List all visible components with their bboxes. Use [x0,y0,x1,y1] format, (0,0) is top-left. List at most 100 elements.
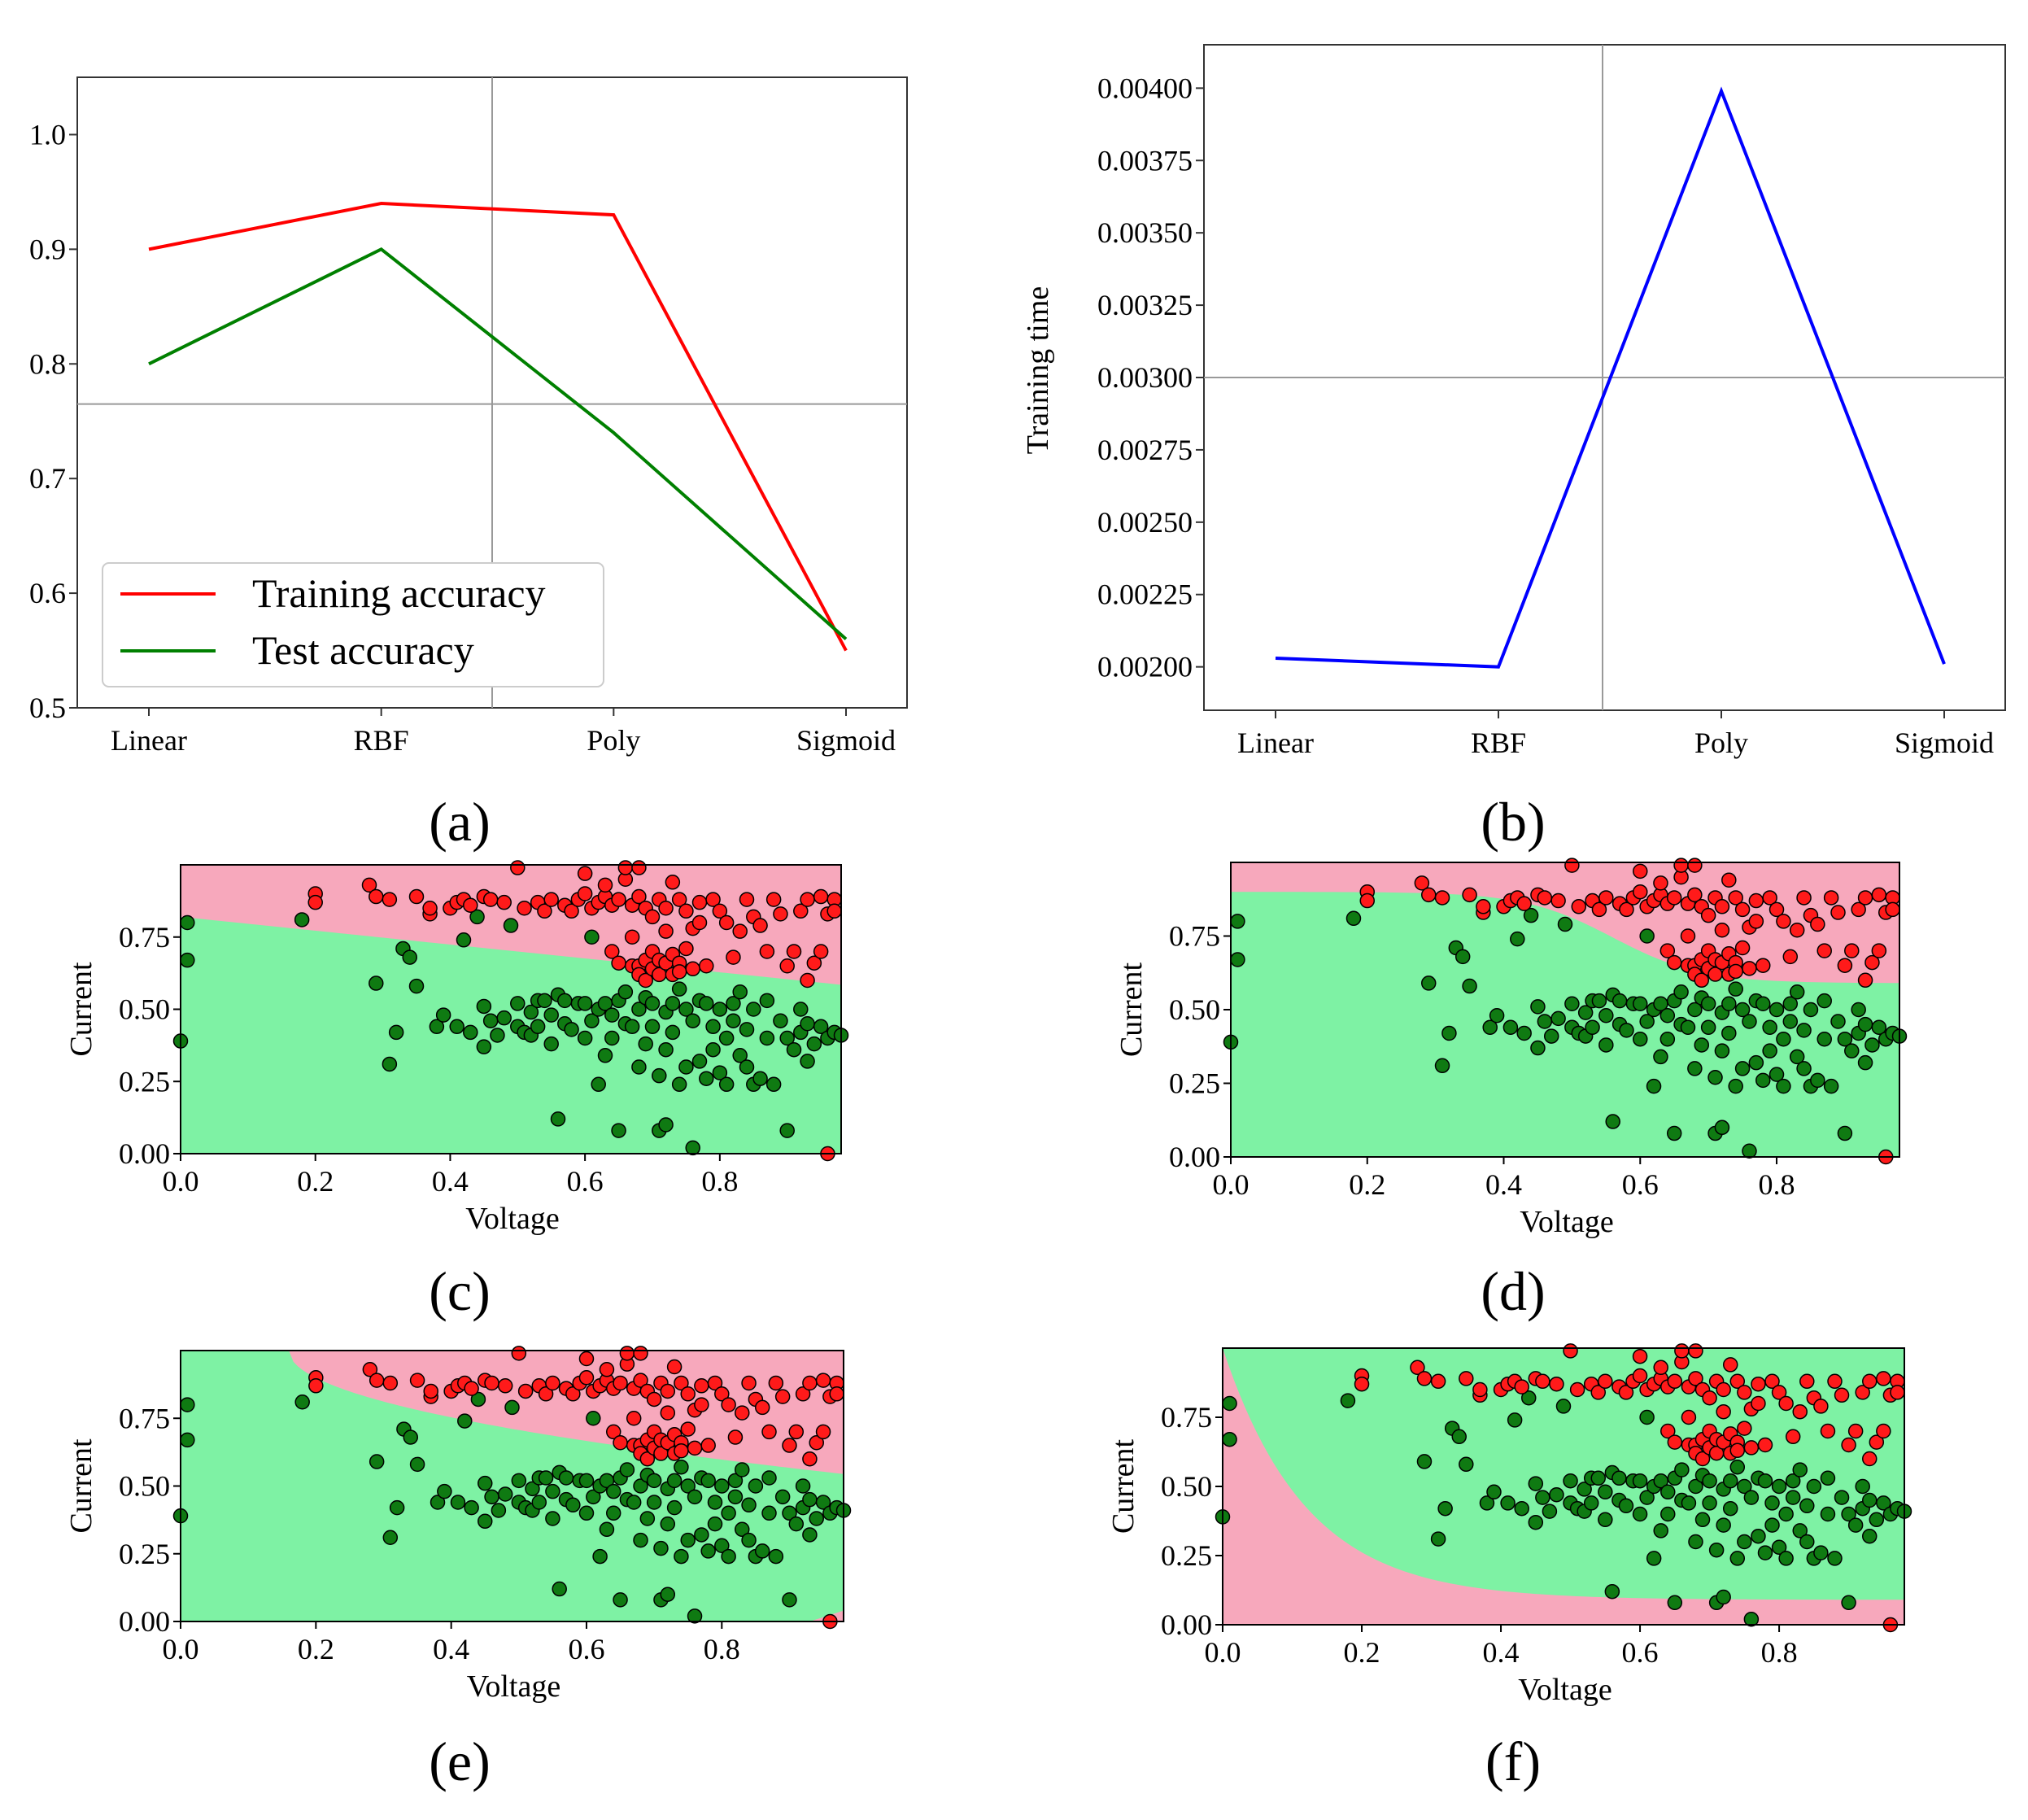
data-point-green [1757,1473,1773,1489]
data-point-green [1688,1478,1703,1495]
data-point-green [1876,1495,1891,1511]
data-point-green [691,1054,708,1069]
data-point-green [1789,1049,1805,1065]
data-point-red [577,886,593,901]
data-point-green [718,1076,735,1093]
legend-label-test: Test accuracy [252,627,474,673]
data-point-green [671,1076,687,1093]
data-point-green [712,1002,728,1017]
y-tick-label: 0.00 [1161,1608,1212,1641]
data-point-green [584,929,600,945]
data-point-red [1785,1429,1801,1445]
data-point-green [591,1076,606,1093]
data-point-green [1591,993,1607,1009]
y-tick-label: 0.7 [29,462,66,495]
data-point-red [1778,1395,1794,1412]
data-point-green [1549,1486,1564,1503]
data-point-red [1885,901,1900,918]
data-point-green [1857,1054,1873,1071]
data-point-green [578,1505,595,1521]
data-point-red [1841,1437,1856,1453]
data-point-red [633,1346,648,1361]
data-point-red [1857,890,1873,906]
data-point-green [545,1511,560,1526]
data-point-green [665,996,681,1011]
data-point-green [1837,1125,1853,1141]
y-tick-label: 0.50 [119,993,170,1026]
data-point-green [1702,1495,1717,1511]
data-point-red [463,897,478,913]
data-point-green [1489,1007,1505,1023]
data-point-red [1702,1390,1717,1406]
data-point-red [752,918,768,933]
data-point-green [619,1462,635,1477]
data-point-green [1530,999,1546,1015]
x-axis-label: Voltage [1520,1205,1613,1239]
data-point-red [538,1386,554,1402]
data-point-green [705,1041,721,1058]
data-point-green [700,1543,716,1559]
data-point-green [1564,996,1580,1012]
data-point-red [597,877,613,893]
data-point-red [1757,1437,1773,1453]
data-point-green [678,1002,694,1017]
data-point-green [1550,1010,1566,1027]
data-point-green [646,1495,662,1510]
data-point-green [1757,1545,1773,1560]
x-tick-label: 0.6 [568,1633,604,1665]
data-point-red [631,888,647,905]
data-point-green [1792,1523,1808,1538]
data-point-red [1728,890,1743,906]
y-tick-label: 0.25 [1169,1067,1220,1100]
data-point-red [496,894,512,910]
data-point-red [1687,858,1703,873]
data-point-green [1500,1495,1516,1511]
data-point-red [1890,1385,1905,1400]
data-point-green [665,1024,681,1041]
data-point-red [1414,875,1430,891]
data-point-green [592,1548,608,1565]
data-point-red [1847,1423,1864,1439]
x-axis-label: Voltage [467,1669,560,1704]
data-point-red [802,1375,818,1391]
data-point-green [1742,1143,1757,1159]
data-point-green [389,1499,405,1516]
data-point-red [1619,901,1634,918]
y-tick-label: 0.50 [1169,993,1220,1026]
data-point-green [1722,1473,1738,1489]
data-point-green [721,1548,736,1565]
data-point-red [813,888,829,905]
data-point-red [1571,899,1587,914]
data-point-green [624,1019,640,1035]
data-point-green [1510,931,1525,947]
data-point-green [707,1516,723,1532]
data-point-green [1604,1583,1620,1600]
data-point-red [1748,914,1764,929]
x-tick-label: 0.6 [1622,1168,1659,1201]
data-point-red [694,1397,709,1412]
data-point-green [678,1059,694,1075]
data-point-green [712,1065,728,1080]
data-point-green [469,909,485,925]
data-point-green [754,1543,770,1559]
data-point-red [1844,943,1860,958]
data-point-green [1653,1049,1668,1065]
x-tick-label: 0.4 [433,1633,469,1665]
data-point-red [735,1405,750,1421]
data-point-green [1855,1478,1870,1495]
data-point-red [1796,890,1812,906]
data-point-green [1755,1072,1771,1089]
data-point-green [779,1123,795,1138]
y-axis-label: Current [1114,962,1149,1058]
data-point-red [1680,928,1696,944]
data-point-red [1549,1376,1564,1392]
data-point-green [1776,1078,1791,1094]
data-point-red [1673,858,1689,873]
data-point-green [727,1473,744,1489]
data-point-red [1354,1376,1370,1392]
data-point-red [782,1438,797,1453]
data-point-green [680,1532,696,1548]
data-point-green [1502,1019,1519,1035]
data-point-red [1653,1360,1668,1376]
series-line-0 [1275,86,1946,669]
